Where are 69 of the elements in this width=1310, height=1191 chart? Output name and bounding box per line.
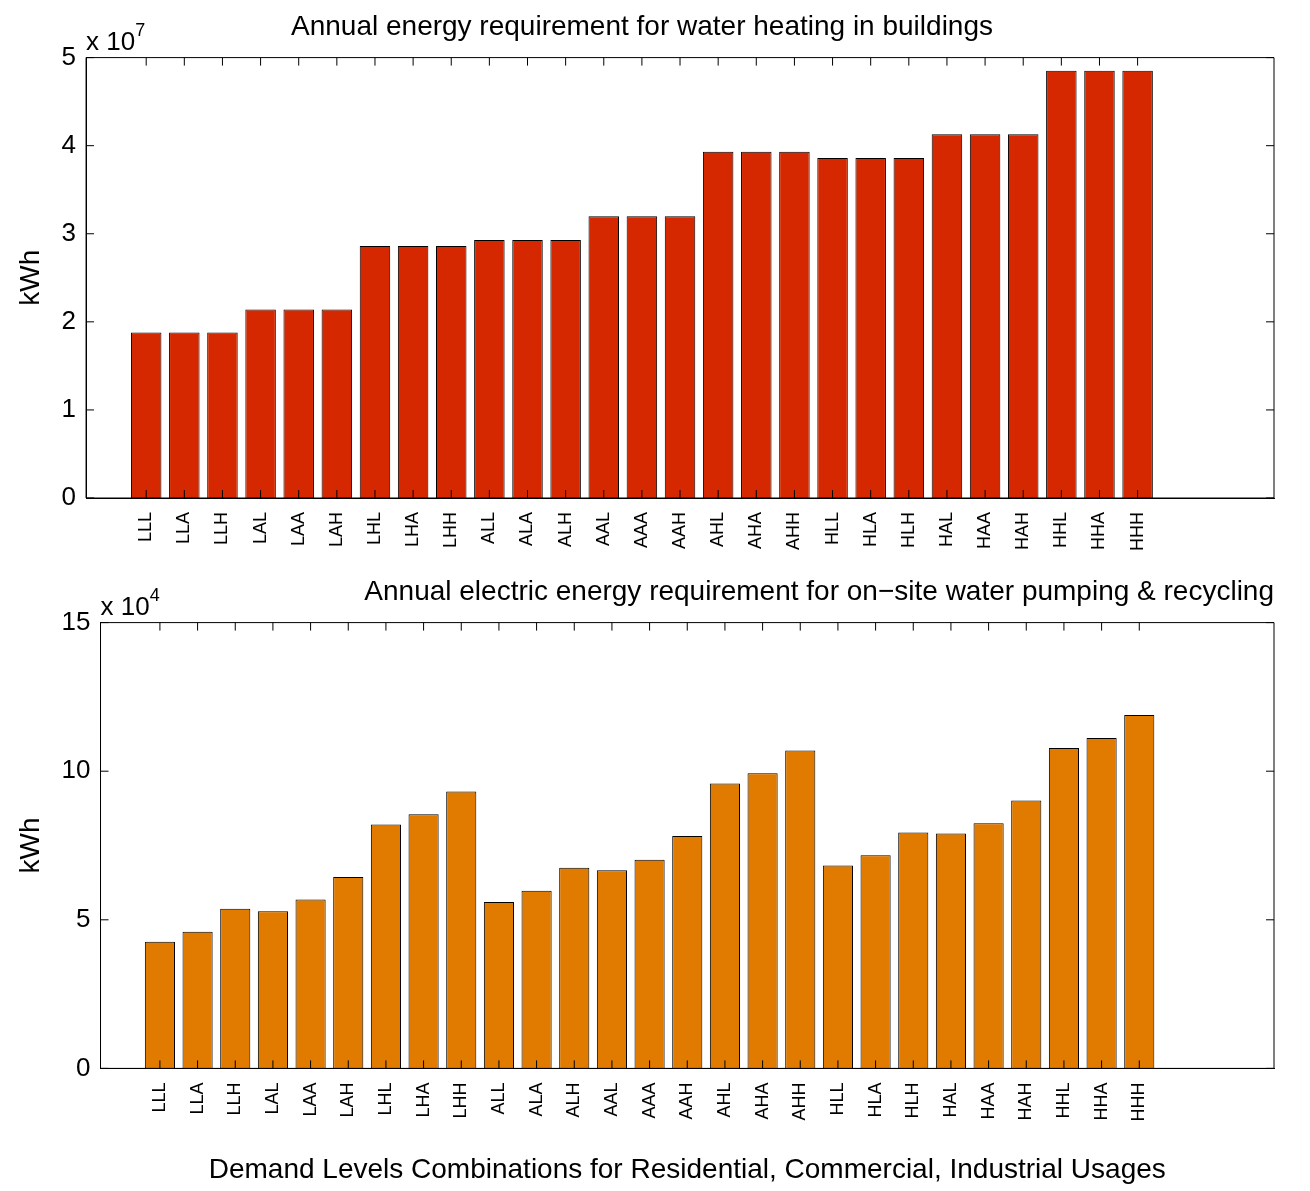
x-tick-label: ALH [554,512,575,548]
chart-title: Annual electric energy requirement for on−site water pumping & recycling [364,574,1274,606]
y-tick-label: 10 [61,754,91,785]
x-tick-label: HAL [939,1082,960,1118]
x-tick-label: AAL [600,1082,621,1117]
x-tick-label: LHH [450,1082,471,1119]
x-tick-label: LAH [337,1082,358,1118]
y-tick-label: 2 [61,305,77,336]
x-tick-label: LLH [224,1082,245,1116]
x-tick-label: AAL [592,512,613,547]
y-axis-title: kWh [13,249,45,306]
x-tick-label: LLA [186,1082,207,1115]
x-tick-label: LAA [299,1082,320,1117]
x-tick-label: AHH [789,1082,810,1121]
x-tick-label: LAH [325,512,346,548]
y-tick-label: 4 [61,128,77,159]
x-tick-label: LAL [261,1082,282,1115]
x-tick-label: LAL [249,512,270,545]
x-tick-label: HLL [821,512,842,546]
x-tick-label: LHL [374,1082,395,1116]
x-tick-label: ALL [487,1082,508,1115]
x-tick-label: HAL [935,512,956,548]
x-tick-label: HAA [977,1082,998,1120]
x-tick-label: AHA [751,1082,772,1120]
x-tick-label: ALL [478,512,499,545]
y-axis-title: kWh [13,817,45,874]
x-tick-label: HLH [897,512,918,549]
y-tick-label: 15 [61,605,91,636]
x-tick-label: LLL [135,512,156,543]
x-tick-label: AHL [713,1082,734,1118]
y-tick-label: 3 [61,216,77,247]
x-tick-label: HHH [1126,512,1147,551]
x-tick-label: HLA [859,512,880,548]
y-tick-label: 5 [76,902,91,933]
x-tick-label: HLL [826,1082,847,1116]
x-tick-label: ALA [525,1082,546,1117]
x-tick-label: AAH [669,512,689,550]
y-tick-label: 0 [61,481,77,512]
x-tick-label: LHA [402,512,423,548]
x-tick-label: LLH [211,512,232,546]
x-tick-label: ALA [516,512,537,547]
x-tick-label: LLL [148,1082,169,1113]
chart-title: Annual energy requirement for water heating in buildings [291,9,993,41]
x-tick-label: HHL [1050,512,1071,549]
x-tick-label: HHA [1088,512,1109,551]
x-tick-label: LHA [412,1082,433,1118]
x-tick-label: HLA [864,1082,885,1118]
x-tick-label: LHL [363,512,384,546]
x-tick-label: HHL [1052,1082,1073,1119]
x-tick-label: AAH [676,1082,697,1120]
x-tick-label: ALH [563,1082,584,1118]
x-tick-label: HAH [1015,1082,1036,1121]
x-tick-label: LLA [173,512,194,545]
y-tick-label: 0 [76,1051,91,1082]
x-tick-label: HHH [1128,1082,1149,1122]
x-tick-label: AAA [630,512,651,549]
x-tick-label: LHH [440,512,461,549]
x-tick-label: AAA [638,1082,659,1119]
y-tick-label: 1 [61,393,77,424]
x-tick-label: HLH [902,1082,923,1119]
x-tick-label: AHL [707,512,728,548]
x-tick-label: LAA [287,512,308,547]
x-tick-label: AHA [745,512,766,550]
y-tick-label: 5 [61,40,77,71]
x-axis-title: Demand Levels Combinations for Residential, Commercial, Industrial Usages [208,1152,1166,1184]
x-tick-label: AHH [783,512,804,551]
x-tick-label: HAH [1012,512,1033,551]
x-tick-label: HAA [974,512,995,550]
x-tick-label: HHA [1090,1082,1111,1121]
